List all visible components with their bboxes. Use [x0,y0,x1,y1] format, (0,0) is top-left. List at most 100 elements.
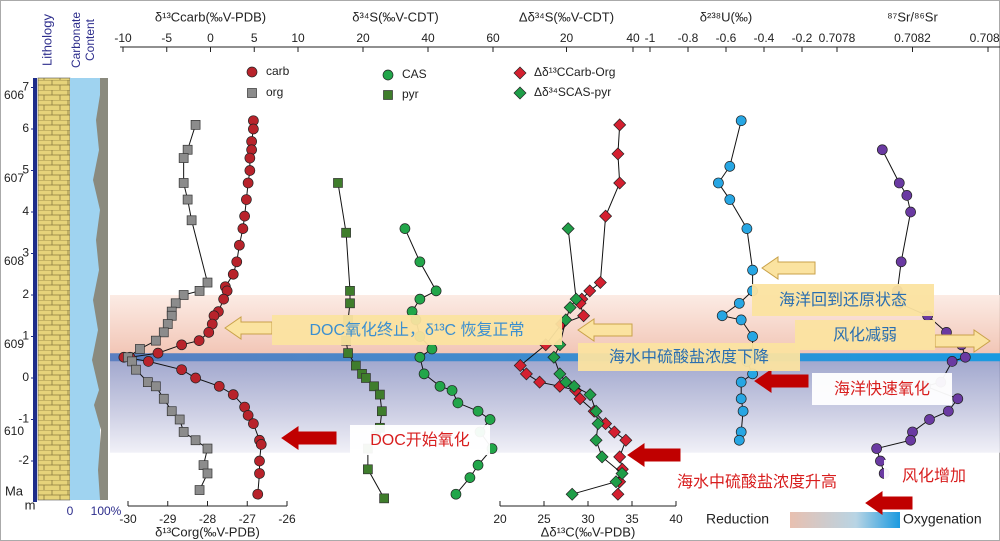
point [237,223,249,234]
point [182,194,193,205]
point [234,239,245,251]
point [611,147,625,161]
y-tick-label: -1 [18,412,29,426]
x-tick-label: -28 [199,512,217,526]
x-tick-label: 0.7082 [894,31,931,45]
legend-right: Oxygenation [903,511,982,527]
point [737,405,749,417]
point [194,485,205,495]
point [150,335,161,346]
age-tick-label: 609 [4,337,24,351]
point [733,297,745,309]
point [166,310,177,321]
point [176,364,187,376]
point [341,227,351,238]
point [583,284,597,298]
legend-marker [247,88,257,98]
point [127,356,137,367]
point [464,472,476,483]
point [747,264,758,276]
axis-title: δ³⁴S(‰V-CDT) [352,9,438,24]
point [595,450,609,464]
point [190,119,201,130]
annotation: DOC开始氧化 [370,431,470,449]
point [414,256,426,268]
point [615,466,629,480]
point [241,194,252,205]
point [150,381,161,392]
point [452,397,464,409]
point [713,177,724,189]
legend-label: carb [266,64,290,78]
point [343,348,353,358]
point [547,350,561,364]
point [198,460,209,470]
annotation-box [652,468,862,496]
x-tick-label: -10 [114,31,132,45]
point [563,300,577,314]
point [158,393,169,404]
point [533,375,547,389]
axis-title: Δδ¹³C(‰V-PDB) [541,524,636,539]
x-tick-label: 5 [251,31,258,45]
point [430,285,442,297]
annotation-box [272,315,562,345]
legend-gradient [790,512,900,528]
annotation-box [752,284,934,316]
y-tick-label: 2 [22,287,29,301]
point [255,439,267,450]
column-label: Lithology [39,13,54,66]
x-tick-label: 40 [421,31,435,45]
axis-title: δ²³⁸U(‰) [700,9,752,24]
legend-marker [513,66,527,80]
x-tick-label: 40 [626,31,640,45]
x-tick-label: -30 [119,512,137,526]
legend-label: pyr [402,87,419,101]
x-tick-label: -0.6 [716,31,737,45]
point [202,468,213,479]
point [924,414,935,425]
point [248,123,259,135]
point [244,165,256,176]
annotation: 海洋快速氧化 [834,380,930,398]
axis-title: δ¹³Corg(‰V-PDB) [155,524,260,539]
x-tick-label: 0.7078 [819,31,856,45]
annotation: 风化增加 [902,467,966,485]
annotation-box [350,425,490,455]
annotation: 海水中硫酸盐浓度下降 [609,348,769,366]
x-tick-label: -0.4 [754,31,775,45]
point [561,222,575,236]
annotation-box [578,343,800,371]
point [193,335,205,346]
point [176,339,187,351]
point [248,418,259,429]
x-tick-label: 20 [356,31,370,45]
point [946,356,958,367]
x-tick-label: 0.7086 [970,31,1000,45]
point [158,327,169,338]
point [735,376,747,388]
x-tick-label: 10 [291,31,305,45]
point [472,459,484,471]
legend-marker [246,66,258,78]
point [190,435,201,446]
legend-label: Δδ³⁴SCAS-pyr [534,85,611,99]
point [733,434,745,446]
point [895,256,907,268]
y-tick-label: 0 [22,370,29,384]
point [519,367,533,381]
content-tick: 0 [67,504,74,518]
point [959,351,971,363]
x-tick-label: -29 [159,512,177,526]
x-tick-label: 20 [560,31,574,45]
point [609,475,623,489]
point [254,468,265,479]
point [599,209,613,223]
axis-title: ⁸⁷Sr/⁸⁶Sr [887,9,938,24]
point [178,153,189,163]
point [871,443,882,454]
point [577,309,591,323]
arrow [761,256,816,280]
point [252,488,264,500]
